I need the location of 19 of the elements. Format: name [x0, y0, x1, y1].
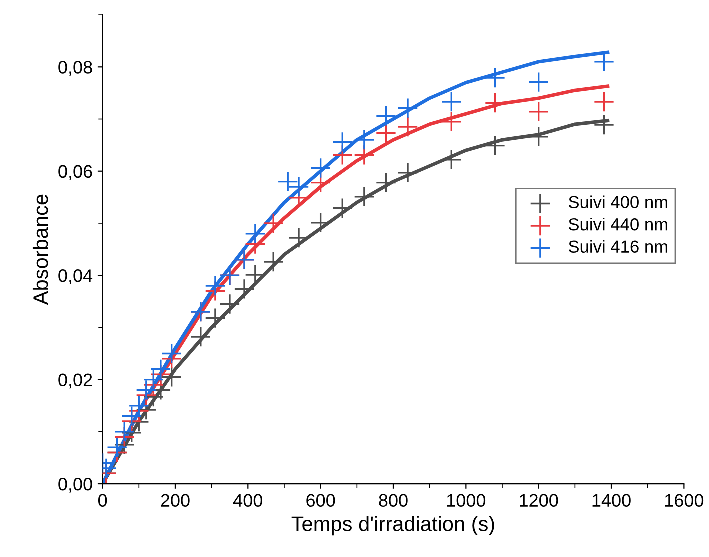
legend-label: Suivi 440 nm: [568, 218, 668, 231]
y-tick-label: 0,00: [58, 478, 92, 493]
y-tick-label: 0,06: [58, 165, 92, 180]
x-tick-label: 1600: [665, 494, 704, 508]
x-tick-label: 1200: [520, 494, 558, 508]
y-tick-label: 0,04: [58, 270, 93, 284]
x-axis-title: Temps d'irradiation (s): [292, 516, 494, 536]
x-tick-label: 400: [234, 494, 263, 508]
y-tick-label: 0,08: [58, 61, 92, 76]
y-tick-label: 0,02: [58, 374, 92, 389]
y-axis-title: Absorbance: [32, 194, 48, 306]
x-tick-label: 800: [379, 494, 408, 508]
x-tick-label: 200: [161, 494, 190, 508]
x-tick-label: 1000: [447, 494, 486, 508]
x-tick-label: 0: [98, 494, 108, 508]
x-tick-label: 1400: [592, 494, 631, 508]
x-tick-label: 600: [306, 494, 336, 508]
legend-label: Suivi 416 nm: [568, 240, 668, 254]
legend-label: Suivi 400 nm: [568, 196, 668, 208]
